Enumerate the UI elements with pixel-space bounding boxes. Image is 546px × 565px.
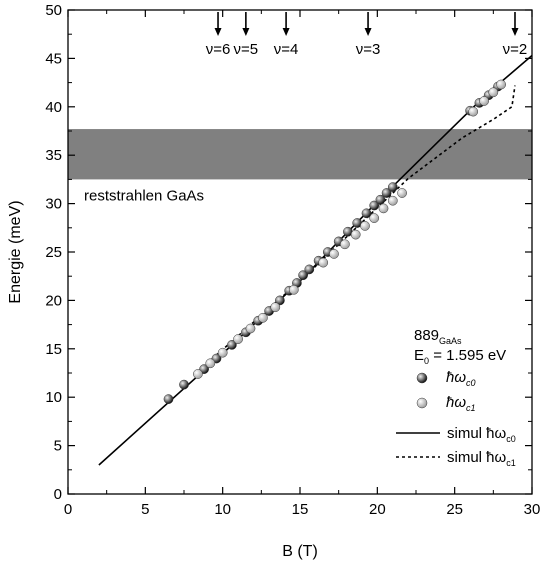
legend-entry-2-main: simul ħω — [447, 425, 507, 442]
legend-entry-0-sub: c0 — [466, 378, 476, 388]
legend-entry-1-sub: c1 — [466, 403, 476, 413]
y-tick-label-20: 20 — [45, 292, 62, 309]
legend-label-2: simul ħωc0 — [447, 425, 516, 444]
filling-factor-arrowhead-3 — [364, 28, 372, 36]
x-tick-label-10: 10 — [214, 501, 231, 518]
x-tick-label-15: 15 — [292, 501, 309, 518]
data-point-c1-11 — [350, 229, 361, 240]
data-point-c1-4 — [245, 323, 256, 334]
x-tick-label-30: 30 — [524, 501, 541, 518]
data-point-c0-11 — [298, 270, 308, 281]
legend-label-0: ħωc0 — [446, 369, 476, 388]
filling-factor-label-3: ν=3 — [356, 41, 381, 58]
axes-layer: 0 5 10 15 20 25 30 0 5 10 15 20 25 30 35 40 45 50 B (T) Ene… — [7, 2, 540, 560]
data-point-c1-10 — [340, 239, 350, 250]
data-point-c1-8 — [318, 257, 329, 268]
x-tick-label-0: 0 — [64, 501, 72, 518]
x-tick-label-20: 20 — [369, 501, 386, 518]
reststrahlen-band-layer — [68, 129, 532, 180]
legend-marker-c0 — [416, 372, 428, 384]
y-tick-label-35: 35 — [45, 147, 62, 164]
filling-factor-arrowhead-1 — [242, 28, 250, 36]
data-point-c1-14 — [378, 203, 389, 214]
filling-factor-arrowhead-0 — [214, 28, 222, 36]
x-tick-label-5: 5 — [141, 501, 149, 518]
legend-energy-sub: 0 — [424, 356, 429, 366]
data-point-c1-6 — [270, 302, 281, 313]
data-point-c1-5 — [258, 312, 268, 323]
reststrahlen-label: reststrahlen GaAs — [84, 187, 204, 204]
legend-energy-main: E — [414, 347, 424, 364]
data-point-c0-20 — [375, 194, 386, 205]
y-tick-label-15: 15 — [45, 341, 62, 358]
y-axis-label: Energie (meV) — [7, 200, 24, 303]
annotations-layer: reststrahlen GaAs ν=6 ν=5 ν=4 ν=3 ν=2 — [84, 12, 527, 204]
legend-marker-c1 — [416, 397, 428, 409]
legend-label-3: simul ħωc1 — [447, 449, 516, 468]
legend-sample: 889GaAs — [414, 327, 462, 346]
filling-factor-label-4: ν=2 — [503, 41, 528, 58]
filling-factor-label-1: ν=5 — [234, 41, 259, 58]
data-point-c1-13 — [369, 213, 380, 223]
y-tick-label-45: 45 — [45, 50, 62, 67]
legend-sample-sub: GaAs — [439, 336, 462, 346]
data-points-layer — [163, 79, 506, 404]
y-tick-label-0: 0 — [54, 486, 62, 503]
legend-entry-3-main: simul ħω — [447, 449, 507, 466]
legend-sample-main: 889 — [414, 327, 439, 344]
x-axis-label: B (T) — [282, 543, 318, 560]
data-point-c1-12 — [360, 221, 370, 231]
data-point-c1-3 — [233, 334, 243, 344]
data-point-c0-0 — [163, 394, 174, 404]
plot-frame — [67, 9, 533, 495]
legend-label-1: ħωc1 — [446, 394, 476, 413]
data-point-c1-19 — [488, 87, 499, 98]
data-point-c0-1 — [179, 379, 189, 390]
filling-factor-arrowhead-4 — [511, 28, 519, 36]
data-point-c1-15 — [387, 195, 398, 206]
legend-energy: E0 = 1.595 eV — [414, 347, 506, 366]
legend-entry-1-main: ħω — [446, 394, 466, 411]
y-tick-label-50: 50 — [45, 2, 62, 19]
filling-factor-label-2: ν=4 — [274, 41, 299, 58]
data-point-c0-19 — [369, 200, 380, 211]
y-tick-label-5: 5 — [54, 438, 62, 455]
data-point-c1-16 — [397, 188, 407, 198]
data-point-c1-9 — [329, 249, 339, 259]
legend-entry-3-sub: c1 — [506, 458, 516, 468]
y-tick-label-25: 25 — [45, 244, 62, 261]
data-point-c0-18 — [361, 208, 372, 219]
data-point-c0-8 — [275, 295, 285, 306]
data-point-c1-1 — [205, 358, 216, 369]
data-point-c1-18 — [479, 96, 489, 106]
filling-factor-label-0: ν=6 — [206, 41, 231, 58]
data-point-c1-2 — [217, 347, 228, 358]
y-tick-label-40: 40 — [45, 99, 62, 116]
data-point-c0-12 — [304, 264, 315, 275]
legend-energy-value: = 1.595 eV — [429, 347, 506, 364]
data-point-c1-20 — [496, 79, 506, 90]
y-tick-label-30: 30 — [45, 196, 62, 213]
data-point-c1-0 — [193, 369, 203, 379]
reststrahlen-band — [68, 129, 532, 180]
legend-entry-2-sub: c0 — [506, 434, 516, 444]
filling-factor-arrowhead-2 — [282, 28, 290, 36]
data-point-c1-7 — [288, 284, 299, 295]
data-point-c0-21 — [381, 188, 392, 198]
y-tick-label-10: 10 — [45, 389, 62, 406]
x-tick-label-25: 25 — [446, 501, 463, 518]
data-point-c0-4 — [227, 340, 237, 350]
data-point-c1-17 — [468, 106, 479, 117]
legend-entry-0-main: ħω — [446, 369, 466, 386]
data-point-c0-22 — [387, 182, 398, 192]
